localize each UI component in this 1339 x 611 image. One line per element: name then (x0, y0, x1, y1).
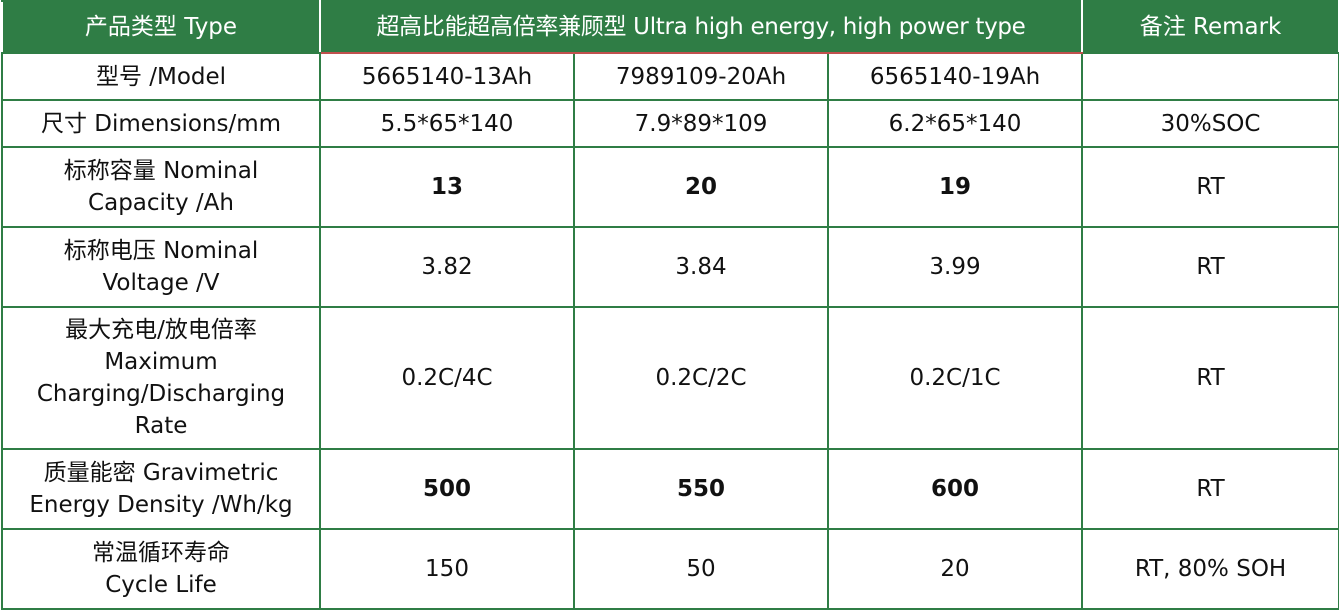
value-cell: 3.99 (826, 226, 1084, 308)
row-label: 标称电压 Nominal Voltage /V (1, 226, 321, 308)
value-cell: 13 (319, 146, 575, 228)
label-line: 质量能密 Gravimetric (43, 460, 279, 486)
table-row: 标称电压 Nominal Voltage /V 3.82 3.84 3.99 RT (1, 226, 1339, 308)
label-line: 尺寸 Dimensions/mm (40, 110, 282, 137)
value-cell: 150 (319, 528, 575, 610)
value-cell: 7989109-20Ah (573, 52, 829, 101)
value-cell: 600 (826, 448, 1084, 530)
header-row: 产品类型 Type 超高比能超高倍率兼顾型 Ultra high energy,… (1, 0, 1339, 54)
row-label: 型号 /Model (1, 52, 321, 101)
value-cell: 0.2C/1C (826, 306, 1084, 450)
value-cell: 3.82 (319, 226, 575, 308)
label-line: Maximum (104, 349, 218, 375)
value-cell: 550 (573, 448, 829, 530)
table-row: 尺寸 Dimensions/mm 5.5*65*140 7.9*89*109 6.2*… (1, 99, 1339, 148)
label-line: Rate (134, 413, 188, 439)
label-line: 标称容量 Nominal (63, 158, 259, 184)
remark-cell: RT (1081, 146, 1339, 228)
remark-cell (1081, 52, 1339, 101)
remark-cell: RT (1081, 448, 1339, 530)
value-cell: 20 (573, 146, 829, 228)
label-line: 常温循环寿命 (92, 540, 230, 566)
header-remark: 备注 Remark (1081, 0, 1339, 54)
row-label: 最大充电/放电倍率 Maximum Charging/Discharging Rate (1, 306, 321, 450)
table-row: 标称容量 Nominal Capacity /Ah 13 20 19 RT (1, 146, 1339, 228)
table-row: 常温循环寿命 Cycle Life 150 50 20 RT, 80% SOH (1, 528, 1339, 610)
label-line: Charging/Discharging (36, 381, 286, 407)
value-cell: 5665140-13Ah (319, 52, 575, 101)
remark-cell: RT (1081, 226, 1339, 308)
table-row: 型号 /Model 5665140-13Ah 7989109-20Ah 6565140… (1, 52, 1339, 101)
label-line: Voltage /V (102, 270, 220, 296)
value-cell: 500 (319, 448, 575, 530)
label-line: Cycle Life (105, 572, 217, 598)
value-cell: 0.2C/4C (319, 306, 575, 450)
row-label: 尺寸 Dimensions/mm (1, 99, 321, 148)
value-cell: 0.2C/2C (573, 306, 829, 450)
value-cell: 7.9*89*109 (573, 99, 829, 148)
value-cell: 50 (573, 528, 829, 610)
table-body: 型号 /Model 5665140-13Ah 7989109-20Ah 6565140… (1, 52, 1339, 610)
header-group: 超高比能超高倍率兼顾型 Ultra high energy, high powe… (318, 0, 1084, 54)
label-line: Energy Density /Wh/kg (29, 492, 293, 518)
label-line: 最大充电/放电倍率 (65, 317, 257, 343)
remark-cell: RT (1081, 306, 1339, 450)
remark-cell: RT, 80% SOH (1081, 528, 1339, 610)
value-cell: 19 (826, 146, 1084, 228)
row-label: 标称容量 Nominal Capacity /Ah (1, 146, 321, 228)
value-cell: 20 (826, 528, 1084, 610)
remark-cell: 30%SOC (1081, 99, 1339, 148)
value-cell: 5.5*65*140 (319, 99, 575, 148)
label-line: 标称电压 Nominal (63, 238, 259, 264)
value-cell: 3.84 (573, 226, 829, 308)
label-line: 型号 /Model (95, 63, 227, 90)
row-label: 质量能密 Gravimetric Energy Density /Wh/kg (1, 448, 321, 530)
label-line: Capacity /Ah (88, 190, 234, 216)
value-cell: 6565140-19Ah (826, 52, 1084, 101)
header-type: 产品类型 Type (1, 0, 321, 54)
table-row: 质量能密 Gravimetric Energy Density /Wh/kg 500… (1, 448, 1339, 530)
row-label: 常温循环寿命 Cycle Life (1, 528, 321, 610)
table-row: 最大充电/放电倍率 Maximum Charging/Discharging Rate… (1, 306, 1339, 450)
value-cell: 6.2*65*140 (826, 99, 1084, 148)
